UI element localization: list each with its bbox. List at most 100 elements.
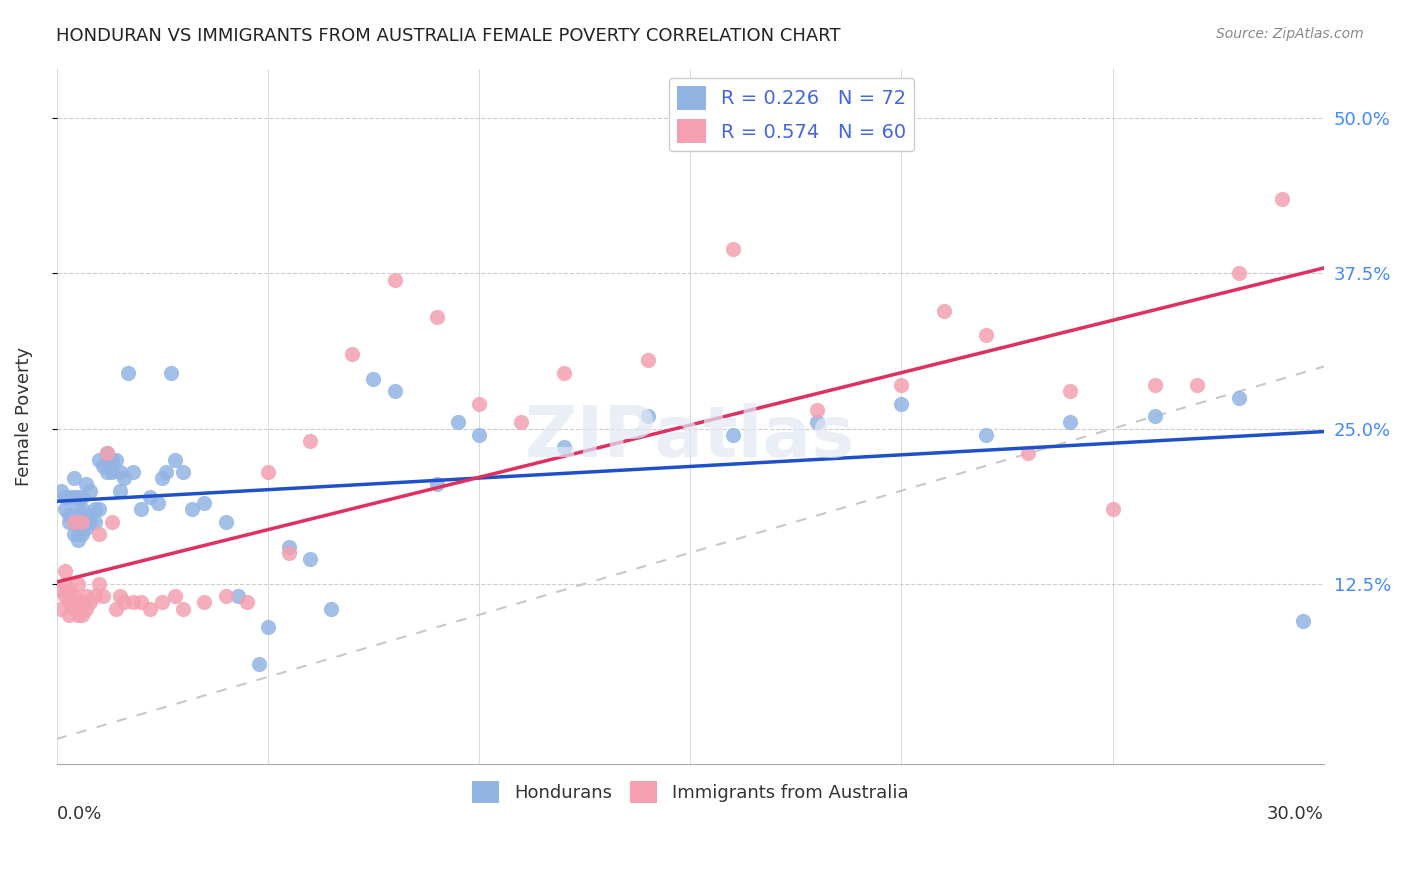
Point — [1143, 378, 1166, 392]
Point — [100, 515, 122, 529]
Point — [66, 576, 89, 591]
Point — [100, 452, 122, 467]
Point — [53, 502, 76, 516]
Point — [1059, 416, 1081, 430]
Point — [70, 595, 93, 609]
Point — [1017, 446, 1039, 460]
Point — [721, 427, 744, 442]
Point — [96, 465, 118, 479]
Point — [75, 521, 97, 535]
Point — [247, 657, 270, 672]
Point — [96, 446, 118, 460]
Point — [79, 595, 101, 609]
Point — [75, 589, 97, 603]
Point — [108, 483, 131, 498]
Point — [66, 502, 89, 516]
Point — [163, 452, 186, 467]
Point — [138, 601, 160, 615]
Point — [890, 378, 912, 392]
Point — [79, 483, 101, 498]
Point — [70, 490, 93, 504]
Point — [58, 490, 80, 504]
Point — [172, 465, 194, 479]
Point — [108, 465, 131, 479]
Point — [62, 515, 84, 529]
Point — [129, 502, 152, 516]
Point — [58, 607, 80, 622]
Point — [66, 490, 89, 504]
Point — [553, 366, 575, 380]
Point — [1143, 409, 1166, 424]
Point — [172, 601, 194, 615]
Point — [91, 589, 114, 603]
Text: HONDURAN VS IMMIGRANTS FROM AUSTRALIA FEMALE POVERTY CORRELATION CHART: HONDURAN VS IMMIGRANTS FROM AUSTRALIA FE… — [56, 27, 841, 45]
Point — [112, 595, 135, 609]
Point — [637, 409, 659, 424]
Point — [974, 427, 997, 442]
Point — [806, 403, 828, 417]
Point — [932, 303, 955, 318]
Point — [62, 515, 84, 529]
Point — [121, 595, 143, 609]
Point — [83, 589, 105, 603]
Point — [214, 515, 236, 529]
Point — [890, 397, 912, 411]
Point — [62, 471, 84, 485]
Point — [79, 515, 101, 529]
Point — [163, 589, 186, 603]
Point — [112, 471, 135, 485]
Point — [1185, 378, 1208, 392]
Point — [426, 477, 449, 491]
Point — [150, 471, 173, 485]
Point — [235, 595, 257, 609]
Text: 30.0%: 30.0% — [1267, 805, 1324, 823]
Point — [104, 452, 127, 467]
Point — [96, 446, 118, 460]
Point — [278, 540, 301, 554]
Point — [193, 595, 215, 609]
Point — [87, 452, 110, 467]
Point — [193, 496, 215, 510]
Y-axis label: Female Poverty: Female Poverty — [15, 347, 32, 486]
Point — [117, 366, 139, 380]
Point — [226, 589, 249, 603]
Point — [66, 595, 89, 609]
Point — [87, 527, 110, 541]
Point — [58, 515, 80, 529]
Point — [278, 546, 301, 560]
Point — [384, 384, 406, 399]
Point — [1059, 384, 1081, 399]
Point — [70, 502, 93, 516]
Text: Source: ZipAtlas.com: Source: ZipAtlas.com — [1216, 27, 1364, 41]
Point — [342, 347, 364, 361]
Point — [66, 607, 89, 622]
Point — [62, 490, 84, 504]
Point — [256, 465, 278, 479]
Point — [53, 589, 76, 603]
Point — [62, 589, 84, 603]
Point — [66, 533, 89, 548]
Point — [83, 515, 105, 529]
Point — [426, 310, 449, 324]
Point — [159, 366, 181, 380]
Text: 0.0%: 0.0% — [56, 805, 103, 823]
Point — [138, 490, 160, 504]
Point — [58, 582, 80, 597]
Point — [447, 416, 470, 430]
Point — [100, 465, 122, 479]
Point — [108, 589, 131, 603]
Point — [87, 576, 110, 591]
Point — [637, 353, 659, 368]
Point — [87, 502, 110, 516]
Point — [321, 601, 343, 615]
Point — [1292, 614, 1315, 628]
Point — [104, 601, 127, 615]
Point — [155, 465, 177, 479]
Point — [53, 565, 76, 579]
Point — [62, 527, 84, 541]
Point — [299, 434, 322, 448]
Point — [1101, 502, 1123, 516]
Point — [256, 620, 278, 634]
Point — [214, 589, 236, 603]
Point — [150, 595, 173, 609]
